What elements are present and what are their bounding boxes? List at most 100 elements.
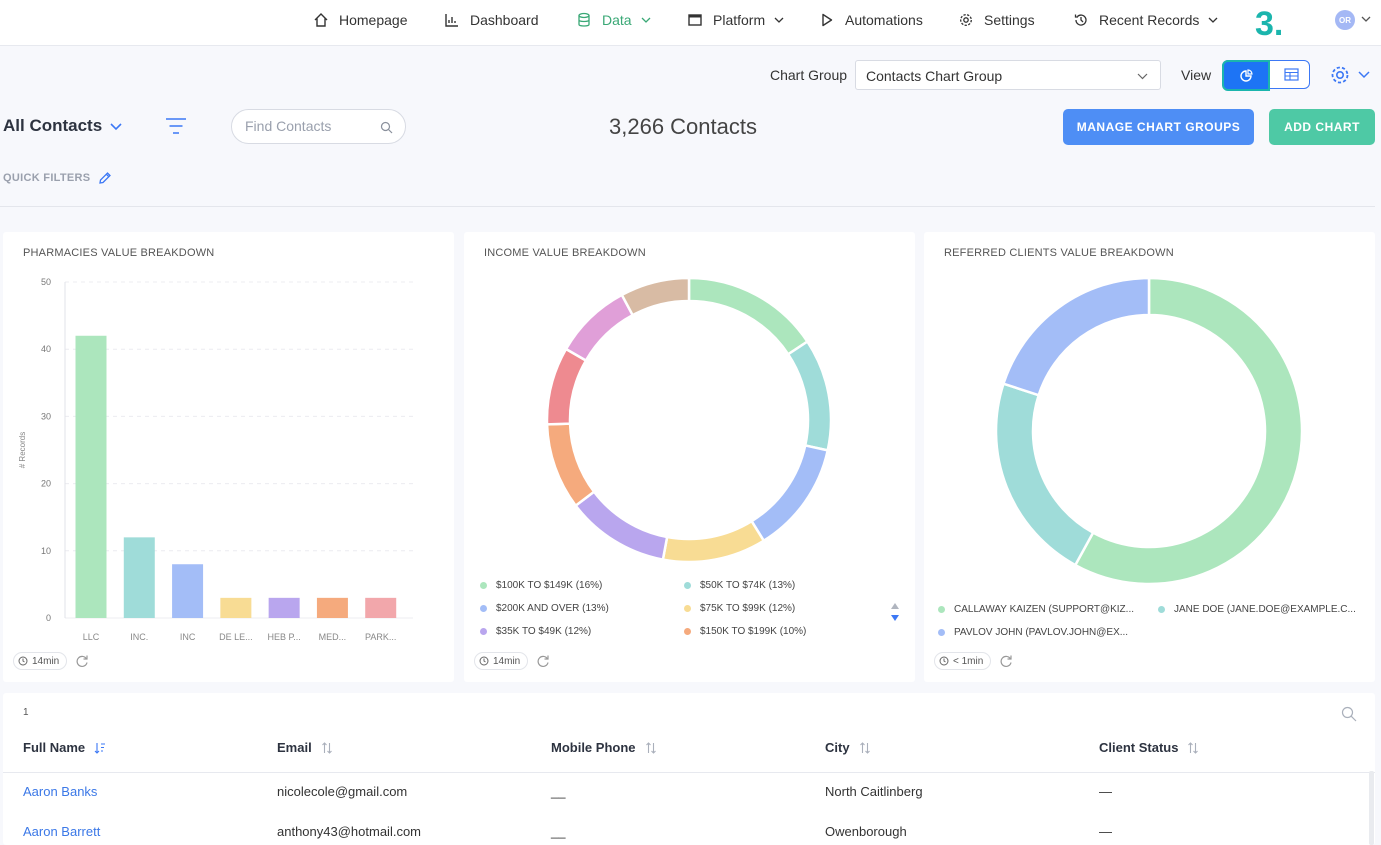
column-header-mobile-phone[interactable]: Mobile Phone: [551, 740, 657, 755]
donut-slice-1[interactable]: [1073, 276, 1304, 586]
chart-settings-gear-icon[interactable]: [1329, 64, 1351, 86]
manage-chart-groups-button[interactable]: MANAGE CHART GROUPS: [1063, 109, 1254, 145]
nav-item-recent-records[interactable]: Recent Records: [1072, 0, 1218, 40]
donut-slice-7[interactable]: [545, 347, 588, 426]
bar-3[interactable]: [172, 564, 204, 618]
contact-status: —: [1099, 784, 1112, 799]
donut-slice-2[interactable]: [786, 339, 833, 452]
y-tick-label: 50: [41, 277, 51, 287]
nav-item-homepage[interactable]: Homepage: [312, 0, 408, 40]
nav-item-platform[interactable]: Platform: [686, 0, 784, 40]
chart-title: INCOME VALUE BREAKDOWN: [484, 247, 646, 259]
divider: [0, 206, 1375, 207]
column-header-email[interactable]: Email: [277, 740, 333, 755]
donut-slice-5[interactable]: [573, 489, 669, 562]
legend-item[interactable]: JANE DOE (JANE.DOE@EXAMPLE.C...: [1158, 604, 1356, 615]
chart-legend: CALLAWAY KAIZEN (SUPPORT@KIZ... JANE DOE …: [938, 604, 1368, 644]
nav-item-data[interactable]: Data: [575, 0, 651, 40]
donut-slice-3[interactable]: [1001, 276, 1151, 397]
nav-item-settings[interactable]: Settings: [957, 0, 1035, 40]
bar-4[interactable]: [220, 597, 252, 618]
filter-icon[interactable]: [165, 117, 187, 135]
donut-slice-2[interactable]: [994, 382, 1095, 567]
nav-item-automations[interactable]: Automations: [818, 0, 923, 40]
chart-view-button[interactable]: [1222, 60, 1270, 91]
search-box: [231, 109, 406, 144]
top-nav: Homepage Dashboard Data Platform Automat…: [0, 0, 1381, 46]
legend-item[interactable]: $150K TO $199K (10%): [684, 626, 806, 637]
sort-icon[interactable]: [94, 742, 106, 754]
contact-phone: __: [551, 784, 566, 799]
legend-item[interactable]: PAVLOV JOHN (PAVLOV.JOHN@EX...: [938, 627, 1128, 638]
avatar[interactable]: OR: [1335, 10, 1355, 30]
chart-footer: 14min: [13, 652, 89, 670]
pencil-icon[interactable]: [98, 171, 112, 185]
donut-slice-3[interactable]: [749, 443, 830, 543]
column-header-full-name[interactable]: Full Name: [23, 740, 106, 755]
income-chart-card: INCOME VALUE BREAKDOWN $100K TO $149K (1…: [464, 232, 915, 682]
legend-swatch: [684, 582, 691, 589]
add-chart-button[interactable]: ADD CHART: [1269, 109, 1375, 145]
nav-item-label: Platform: [713, 12, 766, 28]
donut-slice-8[interactable]: [564, 293, 635, 363]
legend-item[interactable]: CALLAWAY KAIZEN (SUPPORT@KIZ...: [938, 604, 1134, 615]
search-icon[interactable]: [380, 121, 393, 134]
bar-7[interactable]: [365, 597, 397, 618]
legend-item[interactable]: $100K TO $149K (16%): [480, 580, 602, 591]
view-toggle: [1222, 60, 1310, 91]
table-scrollbar[interactable]: [1369, 771, 1374, 845]
search-icon[interactable]: [1341, 706, 1357, 722]
legend-swatch: [684, 628, 691, 635]
nav-item-label: Recent Records: [1099, 12, 1200, 28]
refresh-icon[interactable]: [536, 654, 550, 668]
search-input[interactable]: [245, 118, 380, 134]
column-header-client-status[interactable]: Client Status: [1099, 740, 1199, 755]
legend-label: $100K TO $149K (16%): [496, 580, 603, 591]
nav-item-dashboard[interactable]: Dashboard: [443, 0, 539, 40]
legend-label: $150K TO $199K (10%): [700, 626, 807, 637]
x-tick-label: PARK...: [365, 632, 396, 642]
legend-item[interactable]: $200K AND OVER (13%): [480, 603, 609, 614]
donut-slice-6[interactable]: [545, 422, 596, 508]
column-header-label: Mobile Phone: [551, 740, 636, 755]
divider: [3, 772, 1375, 773]
bar-5[interactable]: [268, 597, 300, 618]
donut-slice-1[interactable]: [687, 276, 810, 357]
legend-item[interactable]: $75K TO $99K (12%): [684, 603, 795, 614]
sort-icon[interactable]: [1187, 741, 1199, 754]
column-header-city[interactable]: City: [825, 740, 871, 755]
sort-icon[interactable]: [645, 741, 657, 754]
x-tick-label: DE LE...: [219, 632, 253, 642]
y-tick-label: 30: [41, 411, 51, 421]
bar-6[interactable]: [316, 597, 348, 618]
x-tick-label: INC.: [130, 632, 148, 642]
legend-label: $200K AND OVER (13%): [496, 603, 609, 614]
window-icon: [686, 11, 704, 29]
updated-time: 14min: [32, 655, 60, 667]
sort-icon[interactable]: [321, 741, 333, 754]
refresh-icon[interactable]: [75, 654, 89, 668]
chevron-down-icon[interactable]: [1361, 14, 1371, 24]
refresh-icon[interactable]: [999, 654, 1013, 668]
bar-1[interactable]: [75, 335, 107, 618]
legend-item[interactable]: $35K TO $49K (12%): [480, 626, 591, 637]
history-icon: [1072, 11, 1090, 29]
sort-icon[interactable]: [859, 741, 871, 754]
bar-2[interactable]: [123, 537, 155, 618]
contact-name-link[interactable]: Aaron Banks: [23, 784, 98, 799]
list-selector[interactable]: All Contacts: [3, 116, 122, 136]
table-view-button[interactable]: [1273, 61, 1309, 88]
chevron-down-icon[interactable]: [1358, 69, 1370, 79]
contact-name-link[interactable]: Aaron Barrett: [23, 824, 101, 839]
referred-clients-chart-card: REFERRED CLIENTS VALUE BREAKDOWN CALLAWA…: [924, 232, 1375, 682]
chart-group-select[interactable]: Contacts Chart Group: [855, 60, 1161, 90]
contacts-count: 3,266 Contacts: [609, 114, 757, 139]
legend-item[interactable]: $50K TO $74K (13%): [684, 580, 795, 591]
y-tick-label: 20: [41, 479, 51, 489]
donut-slice-4[interactable]: [661, 519, 766, 564]
legend-label: CALLAWAY KAIZEN (SUPPORT@KIZ...: [954, 604, 1135, 615]
updated-chip: 14min: [474, 652, 529, 670]
chart-title: PHARMACIES VALUE BREAKDOWN: [23, 247, 215, 259]
legend-page-arrows-icon[interactable]: [890, 600, 900, 624]
donut-slice-9[interactable]: [620, 276, 691, 317]
